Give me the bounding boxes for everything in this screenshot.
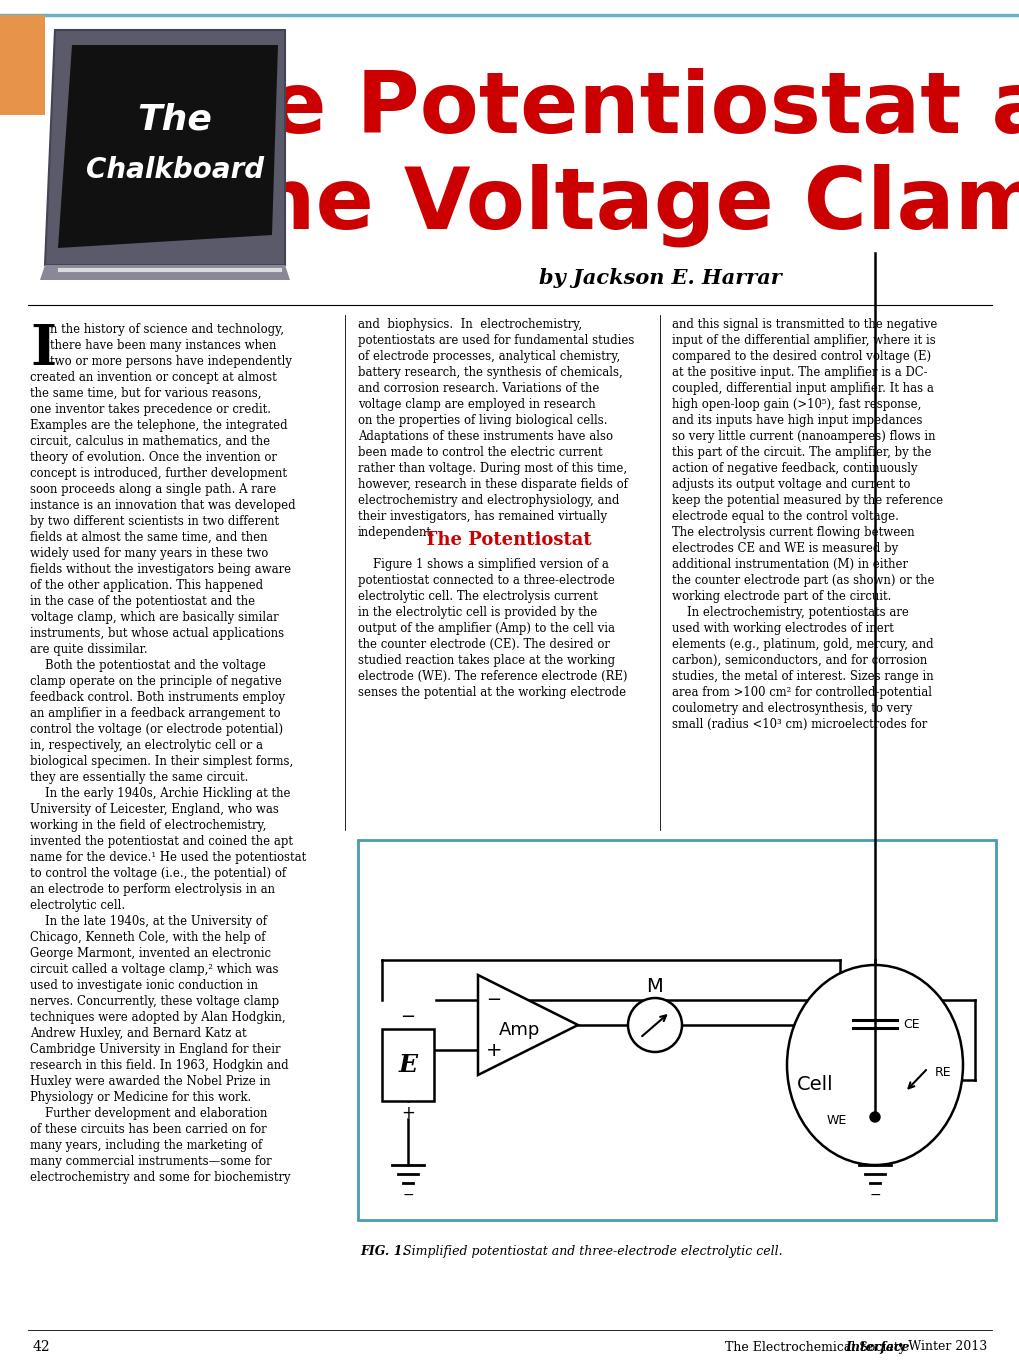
Text: and  biophysics.  In  electrochemistry,
potentiostats are used for fundamental s: and biophysics. In electrochemistry, pot… [358,318,634,539]
Text: The Potentiostat: The Potentiostat [424,531,591,549]
Text: The Potentiostat and: The Potentiostat and [148,68,1019,152]
Text: 42: 42 [33,1340,51,1354]
Text: FIG. 1.: FIG. 1. [360,1245,407,1259]
Text: M: M [646,976,662,995]
Text: Interface: Interface [845,1340,909,1354]
Polygon shape [45,30,284,265]
Text: −: − [401,1188,414,1203]
Text: Simplified potentiostat and three-electrode electrolytic cell.: Simplified potentiostat and three-electr… [398,1245,782,1259]
Text: −: − [868,1188,880,1203]
Text: and this signal is transmitted to the negative
input of the differential amplifi: and this signal is transmitted to the ne… [672,318,943,732]
Circle shape [869,1112,879,1122]
Text: RE: RE [934,1066,951,1078]
Text: WE: WE [826,1114,846,1126]
Text: E: E [398,1052,417,1077]
Bar [358,839,995,1220]
Polygon shape [478,975,578,1076]
Text: • Winter 2013: • Winter 2013 [892,1340,986,1354]
Text: I: I [30,322,56,377]
Bar [382,1029,433,1102]
Text: −: − [485,991,500,1009]
Polygon shape [40,265,289,280]
Text: Amp: Amp [499,1021,540,1039]
Polygon shape [58,45,278,248]
Text: The: The [138,102,212,136]
Text: Chalkboard: Chalkboard [86,156,264,184]
Text: the Voltage Clamp: the Voltage Clamp [213,164,1019,247]
Text: by Jackson E. Harrar: by Jackson E. Harrar [538,268,781,288]
Text: The Electrochemical Society: The Electrochemical Society [725,1340,909,1354]
Text: n the history of science and technology,
there have been many instances when
two: n the history of science and technology,… [50,324,291,369]
Bar [0,15,45,115]
Text: Cell: Cell [796,1076,833,1095]
Text: created an invention or concept at almost
the same time, but for various reasons: created an invention or concept at almos… [30,371,306,1183]
Text: +: + [400,1104,415,1122]
Text: CE: CE [902,1017,919,1031]
Text: +: + [485,1040,502,1059]
Circle shape [628,998,682,1052]
Ellipse shape [787,965,962,1164]
Text: −: − [400,1007,415,1026]
Text: Figure 1 shows a simplified version of a
potentiostat connected to a three-elect: Figure 1 shows a simplified version of a… [358,558,627,699]
